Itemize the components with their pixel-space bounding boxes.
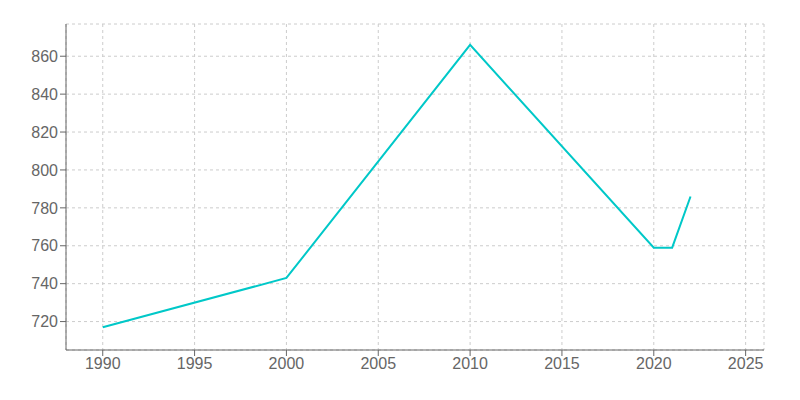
svg-text:2015: 2015 <box>544 355 580 372</box>
svg-text:860: 860 <box>31 48 58 65</box>
svg-text:2010: 2010 <box>452 355 488 372</box>
svg-text:820: 820 <box>31 124 58 141</box>
svg-text:2005: 2005 <box>360 355 396 372</box>
svg-text:1990: 1990 <box>85 355 121 372</box>
svg-text:840: 840 <box>31 86 58 103</box>
svg-text:2020: 2020 <box>636 355 672 372</box>
svg-text:780: 780 <box>31 200 58 217</box>
svg-text:1995: 1995 <box>177 355 213 372</box>
svg-text:2025: 2025 <box>728 355 764 372</box>
svg-text:760: 760 <box>31 237 58 254</box>
svg-text:720: 720 <box>31 313 58 330</box>
svg-text:2000: 2000 <box>269 355 305 372</box>
svg-text:740: 740 <box>31 275 58 292</box>
svg-text:800: 800 <box>31 162 58 179</box>
